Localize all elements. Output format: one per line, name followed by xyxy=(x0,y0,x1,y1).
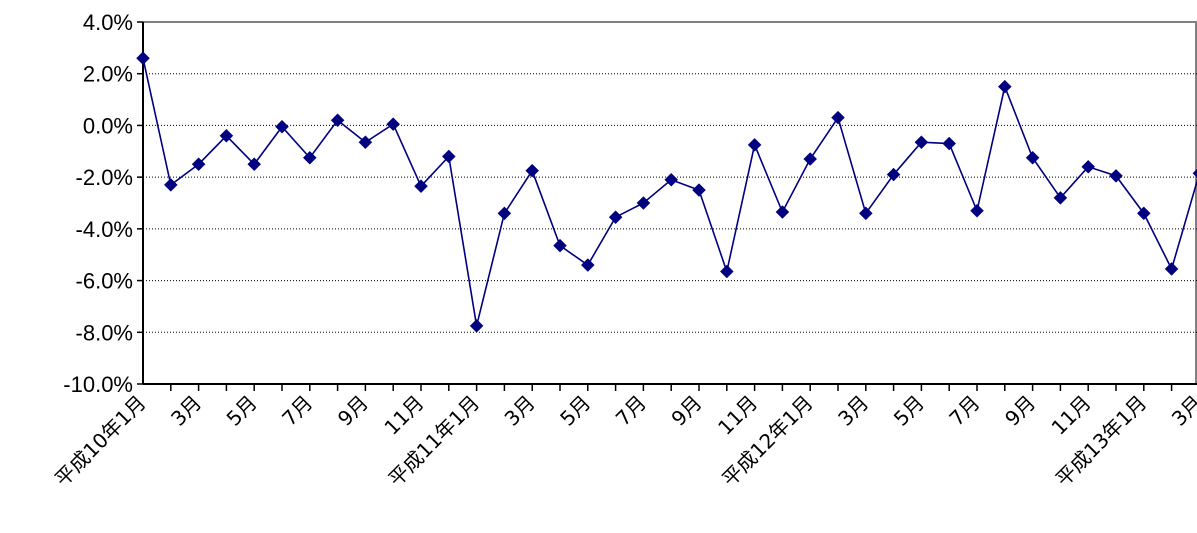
data-point-marker xyxy=(469,318,484,333)
x-tick-label: 11月 xyxy=(1047,391,1096,440)
data-point-marker xyxy=(1164,262,1179,276)
data-point-marker xyxy=(441,149,456,164)
data-point-marker xyxy=(136,51,150,66)
x-tick-label: 7月 xyxy=(277,391,317,431)
x-tick-label: 5月 xyxy=(555,391,595,431)
y-tick-label: 2.0% xyxy=(83,62,133,87)
data-point-marker xyxy=(747,137,762,152)
data-point-marker xyxy=(608,210,623,225)
x-tick-label: 3月 xyxy=(166,391,206,431)
series-plot xyxy=(136,51,1197,333)
y-tick-label: 0.0% xyxy=(83,113,133,138)
x-tick-label: 11月 xyxy=(379,391,428,440)
data-point-marker xyxy=(692,183,706,197)
x-tick-label: 平成10年1月 xyxy=(50,391,151,492)
x-tick-label: 9月 xyxy=(666,391,706,431)
data-point-marker xyxy=(886,167,901,182)
data-point-marker xyxy=(275,119,289,134)
data-point-marker xyxy=(553,238,567,253)
x-tick-label: 3月 xyxy=(500,391,540,431)
data-point-marker xyxy=(191,157,206,172)
data-point-marker xyxy=(831,110,845,125)
data-point-marker xyxy=(1053,190,1068,205)
y-tick-label: -4.0% xyxy=(76,217,133,242)
data-point-marker xyxy=(414,179,428,194)
data-point-marker xyxy=(1025,150,1040,165)
x-tick-label: 9月 xyxy=(1000,391,1040,431)
data-point-marker xyxy=(163,178,178,192)
y-axis: 4.0% 2.0% 0.0% -2.0% -4.0% -6.0% -8.0% -10.0% xyxy=(63,10,144,397)
x-tick-label: 7月 xyxy=(944,391,984,431)
series-line xyxy=(142,58,1197,327)
data-point-marker xyxy=(914,135,929,150)
x-tick-label: 11月 xyxy=(713,391,762,440)
data-point-marker xyxy=(247,157,262,172)
data-point-marker xyxy=(719,264,734,279)
data-point-marker xyxy=(636,196,651,210)
x-tick-label: 5月 xyxy=(222,391,262,431)
data-point-marker xyxy=(1192,168,1197,178)
data-point-marker xyxy=(942,136,957,151)
data-point-marker xyxy=(580,258,595,272)
data-point-marker xyxy=(1109,168,1123,183)
x-tick-label: 3月 xyxy=(1167,391,1197,431)
data-point-marker xyxy=(997,79,1012,94)
data-point-marker xyxy=(775,205,790,219)
data-point-marker xyxy=(970,203,984,218)
y-tick-label: -8.0% xyxy=(76,320,133,345)
x-tick-label: 7月 xyxy=(611,391,651,431)
x-tick-label: 5月 xyxy=(889,391,929,431)
data-point-marker xyxy=(219,128,234,143)
y-tick-label: -2.0% xyxy=(76,165,133,190)
x-tick-label: 3月 xyxy=(833,391,873,431)
y-tick-label: -10.0% xyxy=(63,372,133,397)
data-point-marker xyxy=(803,152,818,166)
data-point-marker xyxy=(1136,206,1151,221)
gridlines xyxy=(143,21,1197,384)
data-point-marker xyxy=(358,135,373,150)
x-tick-label: 9月 xyxy=(333,391,373,431)
y-tick-label: -6.0% xyxy=(76,269,133,294)
y-tick-label: 4.0% xyxy=(83,10,133,35)
data-point-marker xyxy=(858,206,873,221)
data-point-marker xyxy=(330,113,345,128)
data-point-marker xyxy=(1081,159,1096,174)
data-point-marker xyxy=(525,163,540,178)
data-point-marker xyxy=(302,150,317,165)
data-point-marker xyxy=(497,206,512,221)
data-point-marker xyxy=(664,172,679,187)
data-point-marker xyxy=(386,117,401,131)
